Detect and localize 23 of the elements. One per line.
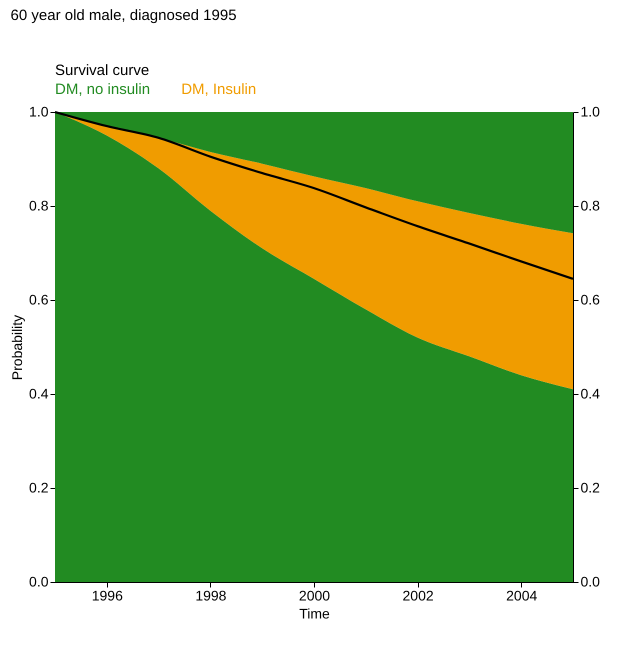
x-tick-label: 2000 [298,588,330,604]
x-tick-label: 2004 [506,588,538,604]
y-tick-label: 0.2 [29,480,49,496]
text: DM, Insulin [181,81,256,98]
text: Survival curve [55,62,150,79]
x-axis-title: Time [299,606,330,622]
y2-tick-label: 0.6 [580,292,600,308]
x-tick-label: 1996 [92,588,124,604]
y-tick-label: 0.8 [29,198,49,214]
x-tick-label: 2002 [402,588,434,604]
y-tick-label: 0.4 [29,386,49,402]
x-tick-label: 1998 [195,588,227,604]
y-tick-label: 1.0 [29,104,49,120]
chart-title: 60 year old male, diagnosed 1995 [10,7,237,24]
y2-tick-label: 0.4 [580,386,600,402]
y2-tick-label: 0.8 [580,198,600,214]
y-axis-title: Probability [9,314,26,380]
y2-tick-label: 1.0 [580,104,600,120]
series-label: DM, no insulin [55,81,150,98]
y2-tick-label: 0.2 [580,480,600,496]
y-tick-label: 0.6 [29,292,49,308]
y2-tick-label: 0.0 [580,574,600,590]
y-tick-label: 0.0 [29,574,49,590]
